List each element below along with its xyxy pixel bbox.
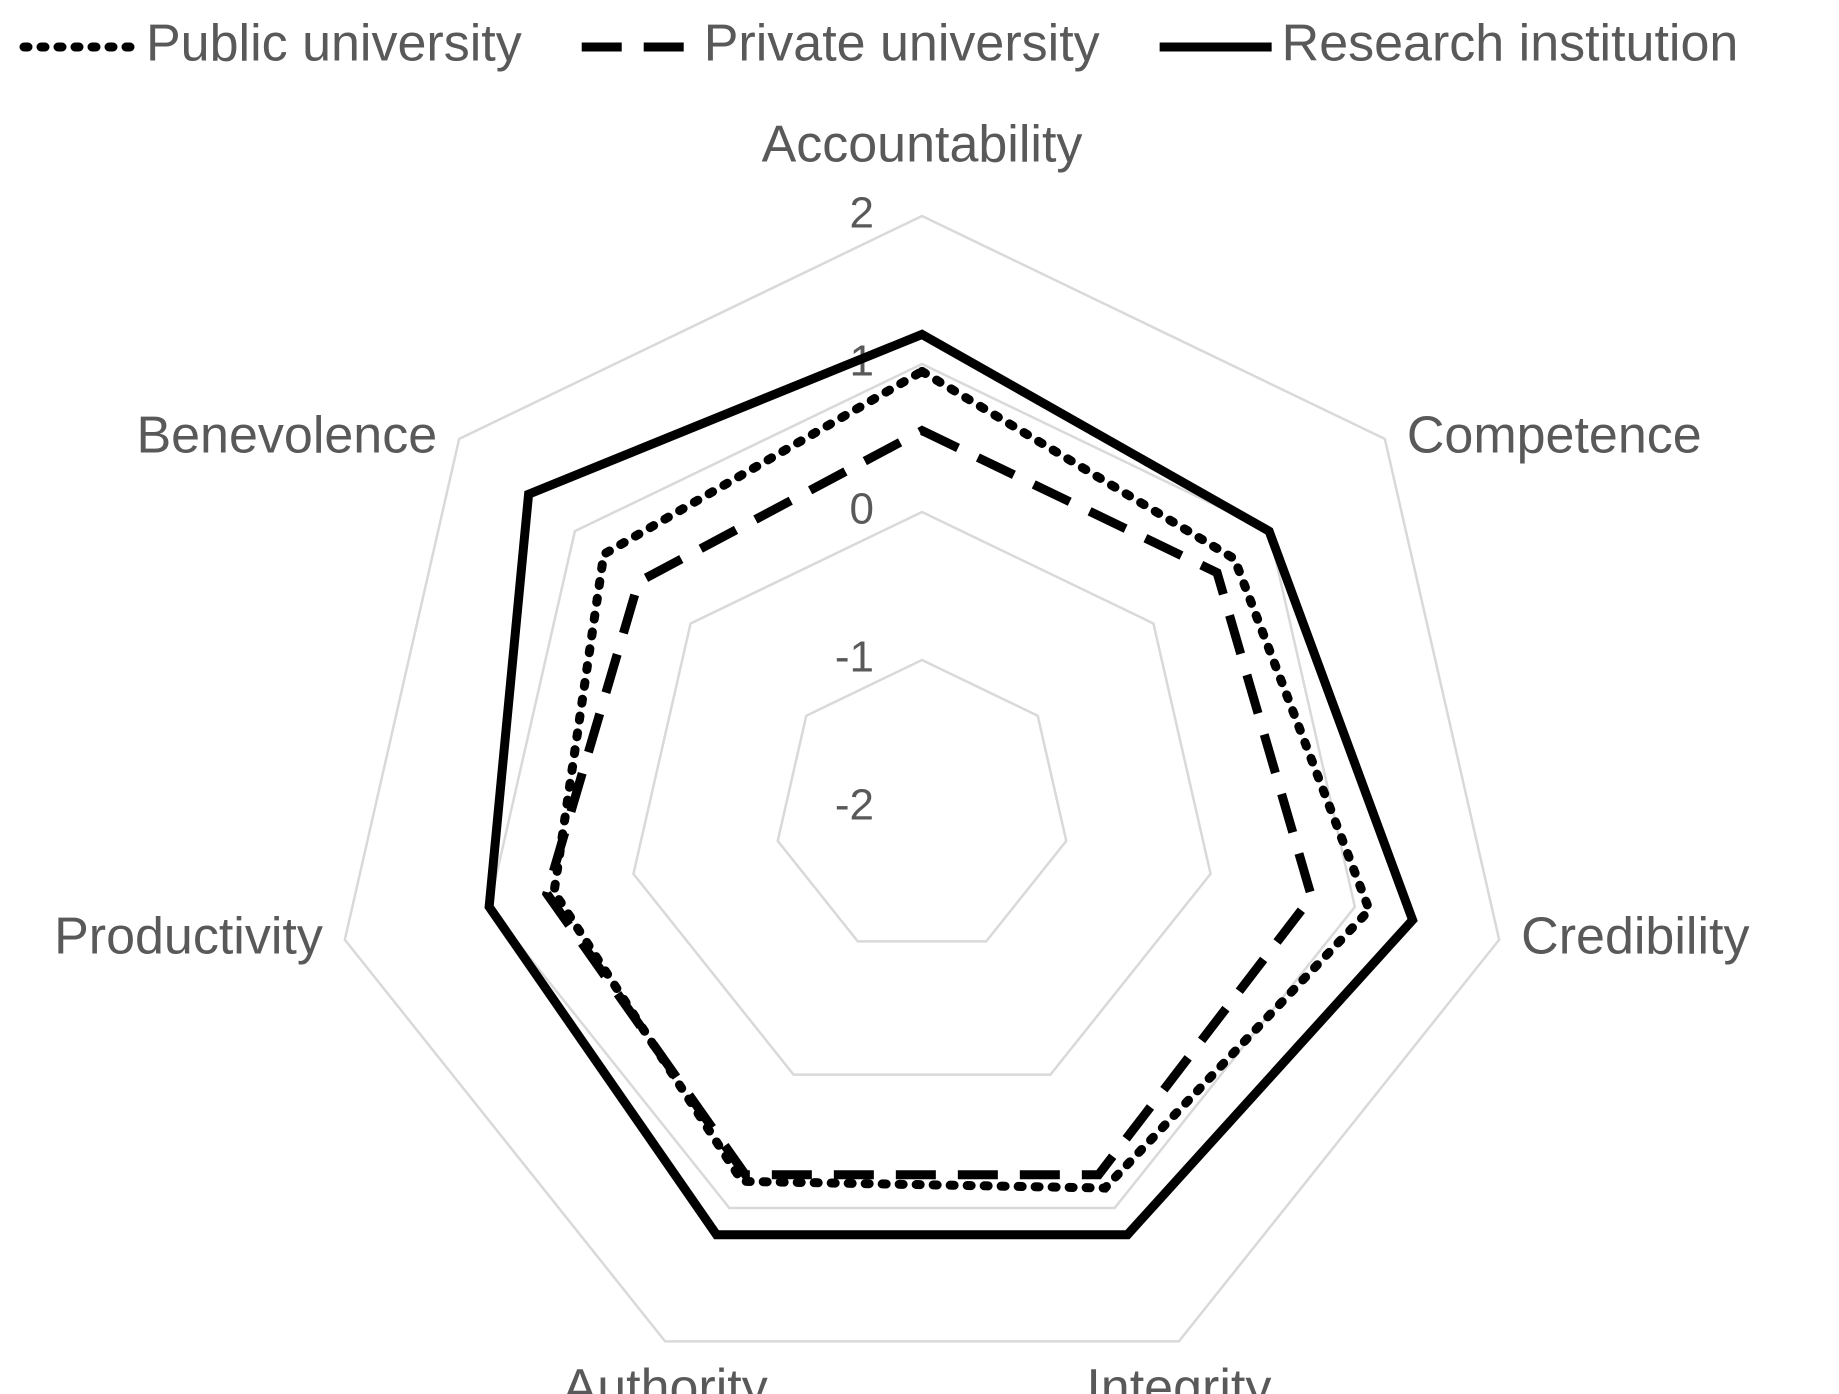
tick-label: 2 bbox=[850, 189, 874, 238]
legend-label: Public university bbox=[146, 15, 522, 73]
series-line bbox=[484, 329, 1418, 1240]
grid-ring bbox=[343, 214, 1501, 1343]
category-label: Competence bbox=[1407, 407, 1702, 465]
tick-label: 0 bbox=[850, 485, 874, 534]
legend-label: Research institution bbox=[1282, 15, 1739, 73]
tick-label: -1 bbox=[835, 633, 874, 682]
grid-ring bbox=[632, 510, 1212, 1076]
series-line bbox=[541, 425, 1317, 1180]
legend-label: Private university bbox=[704, 15, 1100, 73]
tick-label: -2 bbox=[835, 781, 874, 830]
category-label: Authority bbox=[563, 1359, 768, 1394]
grid-ring bbox=[776, 658, 1068, 943]
grid-ring bbox=[487, 362, 1357, 1210]
category-label: Benevolence bbox=[136, 407, 437, 465]
category-label: Accountability bbox=[762, 116, 1083, 174]
category-label: Credibility bbox=[1521, 907, 1749, 965]
category-label: Productivity bbox=[54, 907, 323, 965]
category-label: Integrity bbox=[1086, 1359, 1271, 1394]
series-line bbox=[549, 366, 1375, 1193]
